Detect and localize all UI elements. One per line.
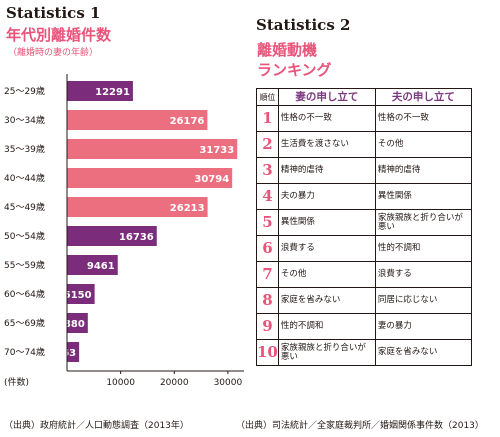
stat2-title: Statistics 2 bbox=[256, 16, 351, 34]
ranking-row: 2 生活費を渡さない その他 bbox=[256, 131, 472, 158]
stat1-note: （離婚時の妻の年齢） bbox=[8, 48, 99, 58]
ranking-row: 7 その他 浪費する bbox=[256, 261, 472, 288]
ranking-wife-reason: 浪費する bbox=[277, 235, 376, 262]
category-label: 45〜49歳 bbox=[4, 201, 45, 213]
bar-value-label: 5150 bbox=[64, 290, 92, 301]
ranking-header-row: 順位 妻の申し立て 夫の申し立て bbox=[256, 88, 472, 106]
ranking-husband-reason: 性格の不一致 bbox=[374, 105, 472, 132]
ranking-wife-reason: 異性関係 bbox=[277, 209, 376, 236]
bar bbox=[67, 313, 88, 333]
bar-value-label: 9461 bbox=[87, 261, 115, 272]
ranking-rank: 10 bbox=[256, 339, 279, 366]
ranking-husband-reason: 同居に応じない bbox=[374, 287, 472, 314]
category-label: 30〜34歳 bbox=[4, 114, 45, 126]
bar bbox=[67, 255, 118, 275]
bar-value-label: 2263 bbox=[48, 348, 76, 359]
ranking-wife-reason: 生活費を渡さない bbox=[277, 131, 376, 158]
bar bbox=[67, 81, 133, 101]
divorce-count-bar-chart: 25〜29歳 12291 30〜34歳 26176 35〜39歳 31733 40〜44歳 3… bbox=[4, 74, 244, 388]
bar-value-label: 31733 bbox=[199, 145, 234, 156]
ranking-husband-reason: 家庭を省みない bbox=[374, 339, 472, 366]
stat2-subtitle: 離婚動機 ランキング bbox=[257, 40, 332, 80]
stat2-source: （出典）司法統計／全家庭裁判所／婚姻関係事件数（2013） bbox=[236, 421, 484, 431]
bar bbox=[67, 284, 95, 304]
ranking-row: 3 精神的虐待 精神的虐待 bbox=[256, 157, 472, 184]
category-label: 25〜29歳 bbox=[4, 85, 45, 97]
ranking-rank: 8 bbox=[256, 287, 279, 314]
category-label: 70〜74歳 bbox=[4, 346, 45, 358]
ranking-wife-reason: その他 bbox=[277, 261, 376, 288]
bar-value-label: 26176 bbox=[170, 116, 205, 127]
ranking-rank: 6 bbox=[256, 235, 279, 262]
stat2-subtitle-line1: 離婚動機 bbox=[257, 41, 318, 59]
ranking-husband-reason: 家族親族と折り合いが悪い bbox=[374, 209, 472, 236]
ranking-row: 9 性的不調和 妻の暴力 bbox=[256, 313, 472, 340]
category-label: 35〜39歳 bbox=[4, 143, 45, 155]
bar bbox=[67, 342, 80, 362]
ranking-rank: 1 bbox=[256, 105, 279, 132]
category-label: 50〜54歳 bbox=[4, 230, 45, 242]
header-husband: 夫の申し立て bbox=[374, 88, 472, 106]
stat2-subtitle-line2: ランキング bbox=[257, 61, 332, 79]
ranking-rank: 3 bbox=[256, 157, 279, 184]
ranking-row: 4 夫の暴力 異性関係 bbox=[256, 183, 472, 210]
ranking-husband-reason: 異性関係 bbox=[374, 183, 472, 210]
bar-value-label: 26213 bbox=[170, 203, 205, 214]
bar bbox=[67, 168, 233, 188]
ranking-table: 順位 妻の申し立て 夫の申し立て 1 性格の不一致 性格の不一致 2 生活費を渡さないそ… bbox=[256, 88, 472, 366]
category-label: 60〜64歳 bbox=[4, 288, 45, 300]
bar-value-label: 16736 bbox=[119, 232, 154, 243]
category-label: 65〜69歳 bbox=[4, 317, 45, 329]
ranking-husband-reason: 妻の暴力 bbox=[374, 313, 472, 340]
ranking-rank: 5 bbox=[256, 209, 279, 236]
ranking-wife-reason: 性格の不一致 bbox=[277, 105, 376, 132]
ranking-rank: 7 bbox=[256, 261, 279, 288]
bar bbox=[67, 226, 157, 246]
bar-value-label: 30794 bbox=[194, 174, 229, 185]
ranking-wife-reason: 精神的虐待 bbox=[277, 157, 376, 184]
ranking-rank: 4 bbox=[256, 183, 279, 210]
header-rank: 順位 bbox=[256, 88, 279, 106]
ranking-wife-reason: 夫の暴力 bbox=[277, 183, 376, 210]
ranking-wife-reason: 家庭を省みない bbox=[277, 287, 376, 314]
stat1-source: （出典）政府統計／人口動態調査（2013年） bbox=[4, 421, 189, 431]
ranking-row: 6 浪費する 性的不調和 bbox=[256, 235, 472, 262]
ranking-wife-reason: 家族親族と折り合いが悪い bbox=[277, 339, 376, 366]
bar-value-label: 3880 bbox=[57, 319, 85, 330]
ranking-row: 8 家庭を省みない 同居に応じない bbox=[256, 287, 472, 314]
ranking-row: 1 性格の不一致 性格の不一致 bbox=[256, 105, 472, 132]
ranking-husband-reason: 性的不調和 bbox=[374, 235, 472, 262]
stat1-title: Statistics 1 bbox=[6, 4, 101, 22]
ranking-row: 10 家族親族と折り合いが悪い 家庭を省みない bbox=[256, 339, 472, 366]
category-label: 55〜59歳 bbox=[4, 259, 45, 271]
bar bbox=[67, 139, 238, 159]
ranking-husband-reason: 精神的虐待 bbox=[374, 157, 472, 184]
ranking-rank: 2 bbox=[256, 131, 279, 158]
bar bbox=[67, 197, 208, 217]
ranking-row: 5 異性関係 家族親族と折り合いが悪い bbox=[256, 209, 472, 236]
stat1-subtitle: 年代別離婚件数 bbox=[6, 26, 112, 44]
header-wife: 妻の申し立て bbox=[277, 88, 376, 106]
x-tick-label: 10000 bbox=[106, 378, 135, 388]
x-tick-label: 20000 bbox=[160, 378, 189, 388]
ranking-rank: 9 bbox=[256, 313, 279, 340]
x-unit-label: (件数) bbox=[4, 376, 29, 388]
ranking-husband-reason: その他 bbox=[374, 131, 472, 158]
x-tick-label: 30000 bbox=[214, 378, 243, 388]
ranking-husband-reason: 浪費する bbox=[374, 261, 472, 288]
ranking-wife-reason: 性的不調和 bbox=[277, 313, 376, 340]
bar-value-label: 12291 bbox=[95, 87, 130, 98]
bar bbox=[67, 110, 208, 130]
category-label: 40〜44歳 bbox=[4, 172, 45, 184]
